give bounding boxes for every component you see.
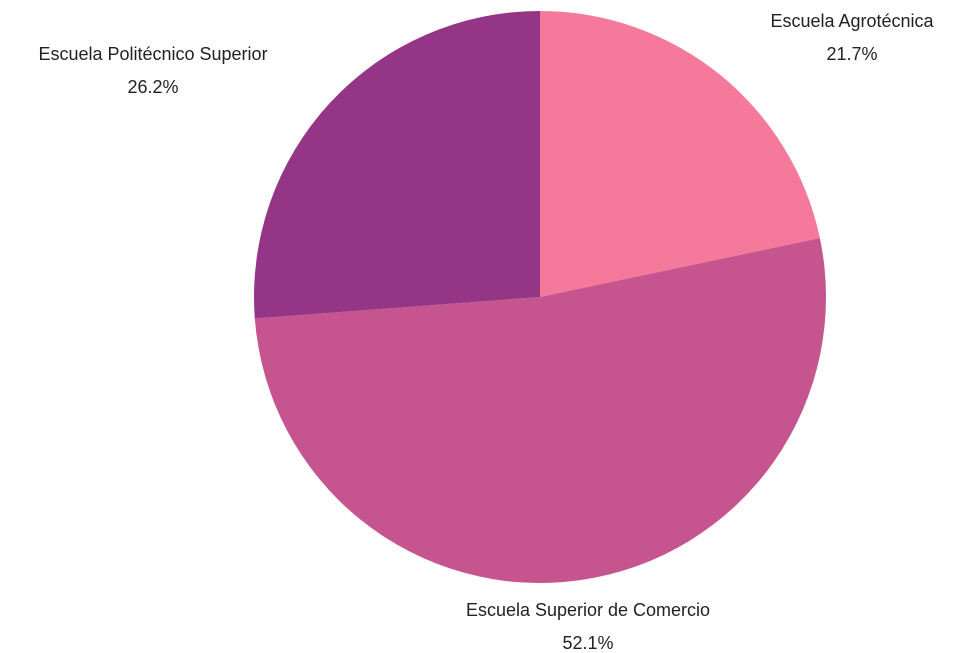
pie-slice [254, 11, 541, 319]
slice-value-label: 21.7% [826, 44, 877, 64]
pie-slice [540, 11, 820, 297]
slice-label: Escuela Agrotécnica [770, 11, 934, 31]
pie-slice [254, 238, 827, 584]
slice-label: Escuela Superior de Comercio [466, 600, 710, 620]
slice-value-label: 52.1% [562, 633, 613, 653]
slice-label: Escuela Politécnico Superior [38, 44, 267, 64]
slice-value-label: 26.2% [127, 77, 178, 97]
